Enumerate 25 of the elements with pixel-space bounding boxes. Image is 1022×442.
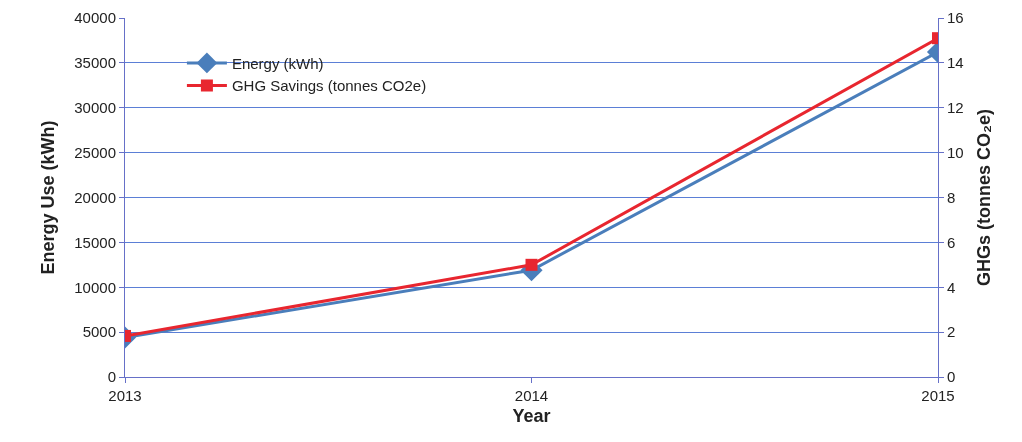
- x-tick-label: 2013: [108, 387, 142, 404]
- y2-tick-label: 0: [947, 368, 956, 386]
- y-tick-label: 10000: [74, 278, 116, 296]
- y2-axis-title: GHGs (tonnes CO₂e): [973, 108, 994, 287]
- y2-tick-label: 16: [947, 9, 964, 27]
- y2-tick-label: 6: [947, 233, 956, 251]
- y-tick-label: 20000: [74, 188, 116, 206]
- y2-tick-label: 10: [947, 143, 964, 161]
- y2-tick-label: 14: [947, 54, 964, 72]
- y-tick-label: 35000: [74, 54, 116, 72]
- y2-tick-label: 4: [947, 278, 956, 296]
- y-tick-label: 25000: [74, 143, 116, 161]
- y-tick-label: 40000: [74, 9, 116, 27]
- y-tick-label: 15000: [74, 233, 116, 251]
- y-tick-label: 5000: [82, 323, 116, 341]
- x-tick-label: 2015: [921, 387, 955, 404]
- y-tick-label: 0: [107, 368, 116, 386]
- y2-tick-label: 8: [947, 188, 956, 206]
- y-tick-label: 30000: [74, 99, 116, 116]
- y-axis-title: Energy Use (kWh): [38, 120, 59, 275]
- x-axis-title: Year: [512, 406, 551, 427]
- y2-tick-label: 2: [947, 323, 956, 341]
- x-tick-label: 2014: [514, 387, 549, 404]
- legend-label: GHG Savings (tonnes CO2e): [231, 77, 427, 95]
- y2-tick-label: 12: [947, 99, 964, 116]
